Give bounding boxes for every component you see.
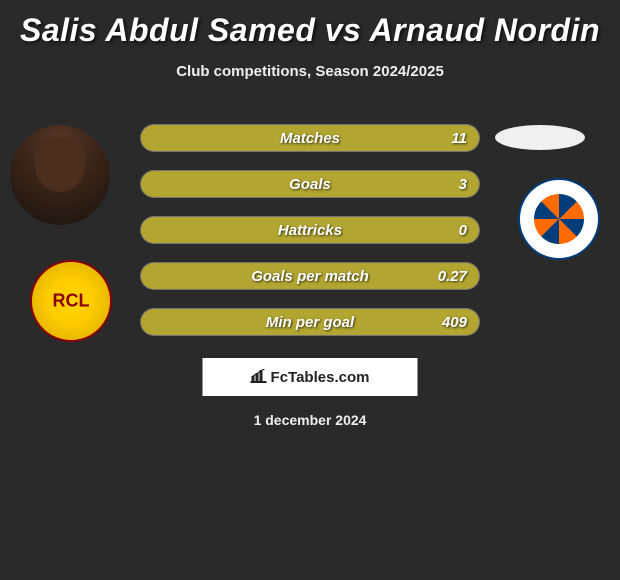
stat-row: Min per goal 409 (140, 308, 480, 336)
watermark: FcTables.com (203, 358, 418, 396)
player2-club-badge (518, 178, 600, 260)
stat-label: Hattricks (278, 222, 342, 239)
stat-label: Min per goal (266, 314, 354, 331)
page-subtitle: Club competitions, Season 2024/2025 (0, 63, 620, 80)
page-title: Salis Abdul Samed vs Arnaud Nordin (0, 0, 620, 49)
stat-value-right: 3 (459, 176, 467, 193)
date-label: 1 december 2024 (254, 412, 367, 428)
stat-value-right: 0.27 (438, 268, 467, 285)
stat-value-right: 0 (459, 222, 467, 239)
stat-label: Goals (289, 176, 331, 193)
stats-container: Matches 11 Goals 3 Hattricks 0 Goals per match… (140, 124, 480, 354)
stat-row: Goals 3 (140, 170, 480, 198)
chart-icon (251, 369, 267, 386)
player1-club-badge (30, 260, 112, 342)
stat-row: Matches 11 (140, 124, 480, 152)
stat-label: Goals per match (251, 268, 369, 285)
stat-label: Matches (280, 130, 340, 147)
player1-avatar (10, 125, 110, 225)
watermark-text: FcTables.com (271, 369, 370, 386)
player2-avatar (495, 125, 585, 150)
stat-value-right: 409 (442, 314, 467, 331)
stat-value-right: 11 (451, 130, 467, 147)
club-badge-inner (534, 194, 584, 244)
stat-row: Hattricks 0 (140, 216, 480, 244)
stat-row: Goals per match 0.27 (140, 262, 480, 290)
